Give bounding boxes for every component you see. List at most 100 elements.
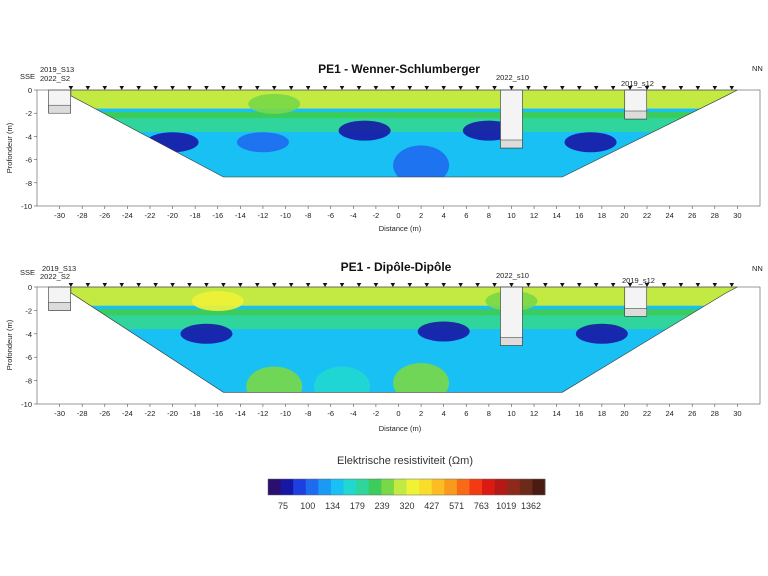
electrode-marker: [526, 283, 531, 287]
x-tick-label: -18: [190, 409, 201, 418]
section-fill: [70, 287, 738, 393]
electrode-marker: [373, 283, 379, 287]
left-direction-label: SSE: [20, 72, 35, 81]
colorbar-tick-label: 179: [350, 501, 365, 511]
electrode-marker: [288, 283, 294, 287]
electrode-marker: [288, 86, 294, 90]
electrode-marker: [221, 283, 226, 287]
electrode-marker: [576, 283, 582, 287]
x-tick-label: -26: [99, 211, 110, 220]
x-tick-label: 16: [575, 211, 583, 220]
electrode-marker: [712, 283, 718, 287]
panel-wenner-schlumberger: PE1 - Wenner-Schlumberger SSE NN 2019_S1…: [5, 62, 763, 233]
colorbar-swatch: [330, 479, 344, 495]
x-tick-label: -24: [122, 211, 133, 220]
colorbar-swatch: [494, 479, 508, 495]
borehole-hatch: [48, 104, 71, 114]
borehole-label: 2022_s10: [496, 73, 529, 82]
x-tick-label: 12: [530, 409, 538, 418]
electrode-marker: [475, 283, 480, 287]
electrode-marker: [610, 86, 616, 90]
panel-title: PE1 - Dipôle-Dipôle: [341, 260, 452, 274]
x-tick-label: -18: [190, 211, 201, 220]
x-tick-label: -6: [327, 409, 334, 418]
electrode-marker: [627, 283, 633, 287]
electrode-marker: [305, 283, 311, 287]
electrode-marker: [458, 283, 463, 287]
electrode-marker: [85, 283, 91, 287]
colorbar-swatch: [381, 479, 395, 495]
colorbar-swatch: [456, 479, 470, 495]
resistivity-section: [70, 286, 738, 393]
electrode-marker: [390, 86, 396, 90]
electrode-marker: [68, 86, 74, 90]
electrode-marker: [271, 283, 277, 287]
x-tick-label: 20: [620, 211, 628, 220]
electrode-marker: [509, 283, 514, 287]
x-tick-label: -12: [258, 211, 269, 220]
resistivity-anomaly: [417, 321, 470, 342]
colorbar-tick-label: 134: [325, 501, 340, 511]
electrode-marker: [305, 86, 311, 90]
resistivity-anomaly: [575, 323, 628, 344]
y-tick-label: -2: [25, 306, 32, 315]
electrode-marker: [560, 283, 565, 287]
electrode-marker: [509, 86, 514, 90]
electrode-marker: [543, 283, 548, 287]
resistivity-anomaly: [248, 93, 301, 114]
resistivity-anomaly: [314, 366, 371, 393]
electrode-marker: [238, 283, 243, 287]
colorbar-tick-label: 100: [300, 501, 315, 511]
axes: -30 -28 -26 -24 -22 -20 -18 -16 -14 -12 -10 -8 -6 -4-…: [21, 283, 761, 418]
x-tick-label: -22: [145, 211, 156, 220]
colorbar-tick-label: 763: [474, 501, 489, 511]
electrode-marker: [729, 86, 735, 90]
electrode-marker: [102, 86, 108, 90]
resistivity-anomaly: [393, 362, 450, 393]
x-tick-label: 10: [507, 409, 515, 418]
electrode-marker: [187, 86, 192, 90]
panel-title: PE1 - Wenner-Schlumberger: [318, 62, 480, 76]
section-layer: [70, 112, 738, 119]
x-tick-label: -26: [99, 409, 110, 418]
x-tick-label: 0: [396, 211, 400, 220]
colorbar-swatch: [482, 479, 496, 495]
colorbar-swatch: [280, 479, 294, 495]
x-tick-label: 18: [598, 409, 606, 418]
electrode-marker: [627, 86, 633, 90]
electrode-marker: [153, 283, 158, 287]
electrode-marker: [238, 86, 243, 90]
colorbar-swatch: [469, 479, 483, 495]
electrode-marker: [475, 86, 480, 90]
electrode-marker: [153, 86, 158, 90]
electrode-marker: [661, 86, 667, 90]
resistivity-anomaly: [180, 323, 233, 344]
y-tick-label: -2: [25, 109, 32, 118]
x-tick-label: 14: [552, 211, 560, 220]
colorbar-swatch: [393, 479, 407, 495]
electrode-marker: [492, 86, 497, 90]
electrode-marker: [170, 86, 175, 90]
colorbar-frame: [267, 478, 546, 496]
colorbar-title: Elektrische resistiviteit (Ωm): [337, 455, 473, 467]
borehole-log: [500, 89, 523, 149]
right-direction-label: NN: [752, 264, 763, 273]
x-tick-label: -10: [280, 211, 291, 220]
x-tick-label: 12: [530, 211, 538, 220]
colorbar-tick-label: 1019: [496, 501, 516, 511]
x-tick-label: 18: [598, 211, 606, 220]
x-tick-label: 8: [487, 409, 491, 418]
y-tick-label: -6: [25, 353, 32, 362]
resistivity-section: [70, 89, 738, 178]
electrode-marker: [119, 86, 125, 90]
colorbar-swatch: [318, 479, 332, 495]
x-tick-label: -14: [235, 409, 246, 418]
x-tick-label: -4: [350, 409, 357, 418]
borehole-label: 2019_S13: [40, 65, 74, 74]
x-tick-label: 20: [620, 409, 628, 418]
y-tick-label: -8: [25, 179, 32, 188]
x-tick-label: 30: [733, 409, 741, 418]
colorbar-swatch: [519, 479, 533, 495]
x-tick-label: 6: [464, 409, 468, 418]
